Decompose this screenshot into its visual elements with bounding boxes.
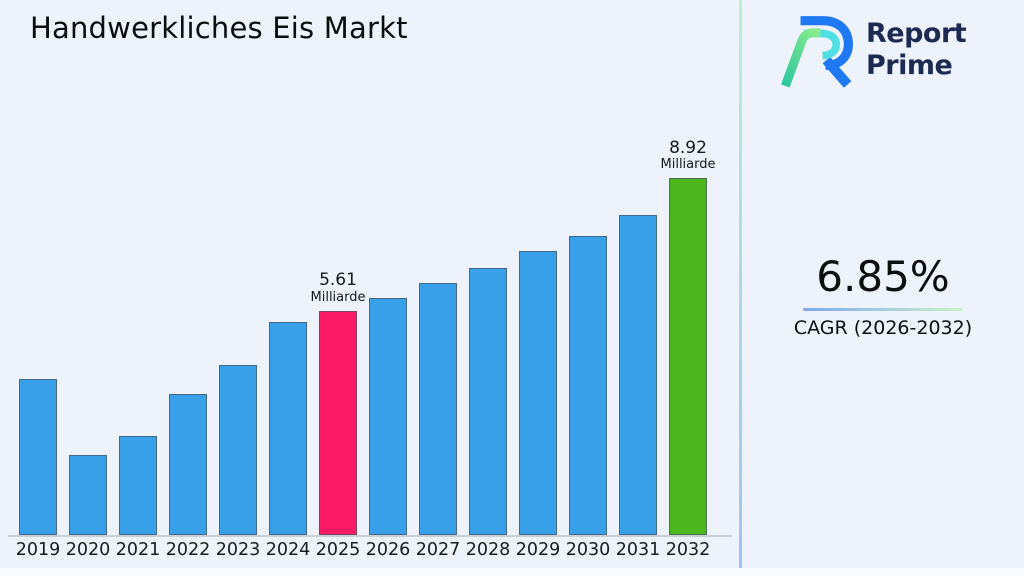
x-tick-2031: 2031: [615, 540, 661, 560]
right-panel: Report Prime 6.85% CAGR (2026-2032): [742, 0, 1024, 576]
bar-2024: [269, 322, 307, 535]
bar-2022: [169, 394, 207, 535]
x-tick-2027: 2027: [415, 540, 461, 560]
bar-2029: [519, 251, 557, 535]
cagr-label: CAGR (2026-2032): [793, 317, 973, 339]
bar-column-2025: 5.61 Milliarde: [311, 175, 366, 535]
x-tick-2019: 2019: [15, 540, 61, 560]
x-tick-2024: 2024: [265, 540, 311, 560]
x-axis-tick-labels: 2019 2020 2021 2022 2023 2024 2025 2026 2027 2028…: [13, 540, 713, 560]
cagr-block: 6.85% CAGR (2026-2032): [742, 252, 1024, 339]
bar-column-2032: 8.92 Milliarde: [661, 138, 716, 535]
x-tick-2025: 2025: [315, 540, 361, 560]
bar-column-2028: [463, 175, 513, 535]
bar-2028: [469, 267, 507, 535]
x-tick-2030: 2030: [565, 540, 611, 560]
x-tick-2023: 2023: [215, 540, 261, 560]
bar-2023: [219, 364, 257, 535]
bar-2019: [19, 379, 57, 535]
bar-column-2029: [513, 175, 563, 535]
x-axis-line: [8, 535, 732, 537]
x-tick-2028: 2028: [465, 540, 511, 560]
bottom-strip: [0, 568, 1024, 576]
bar-2020: [69, 454, 107, 535]
x-tick-2032: 2032: [665, 540, 711, 560]
bar-column-2024: [263, 175, 313, 535]
logo-text-line1: Report: [866, 17, 967, 49]
annotation-value: 8.92: [669, 137, 707, 158]
bar-column-2020: [63, 175, 113, 535]
bar-annotation-2025: 5.61 Milliarde: [311, 271, 366, 305]
bar-2026: [369, 298, 407, 535]
cagr-value: 6.85%: [816, 252, 950, 301]
bar-2030: [569, 235, 607, 535]
bar-2027: [419, 283, 457, 535]
x-tick-2029: 2029: [515, 540, 561, 560]
annotation-unit: Milliarde: [310, 289, 366, 305]
bar-chart: 5.61 Milliarde 8.92 Milliarde: [13, 138, 716, 535]
bar-2031: [619, 215, 657, 535]
annotation-value: 5.61: [319, 270, 357, 291]
x-tick-2021: 2021: [115, 540, 161, 560]
report-prime-logo-icon: [781, 16, 853, 88]
bar-annotation-2032: 8.92 Milliarde: [660, 137, 716, 173]
x-tick-2020: 2020: [65, 540, 111, 560]
logo-text-line2: Prime: [866, 49, 953, 81]
bar-column-2027: [413, 175, 463, 535]
bar-2021: [119, 436, 157, 535]
cagr-underline: [803, 308, 963, 311]
x-tick-2022: 2022: [165, 540, 211, 560]
bar-column-2026: [363, 175, 413, 535]
page-title: Handwerkliches Eis Markt: [30, 11, 408, 45]
logo: Report Prime: [780, 10, 967, 89]
bar-column-2019: [13, 175, 63, 535]
bar-column-2021: [113, 175, 163, 535]
bar-column-2022: [163, 175, 213, 535]
bar-2025: 5.61 Milliarde: [311, 271, 366, 535]
x-tick-2026: 2026: [365, 540, 411, 560]
logo-text: Report Prime: [866, 17, 967, 82]
bar-2032: 8.92 Milliarde: [661, 138, 716, 535]
bar-column-2023: [213, 175, 263, 535]
bar-column-2030: [563, 175, 613, 535]
annotation-unit: Milliarde: [660, 157, 716, 173]
bar-column-2031: [613, 175, 663, 535]
panel-divider: [739, 0, 742, 576]
